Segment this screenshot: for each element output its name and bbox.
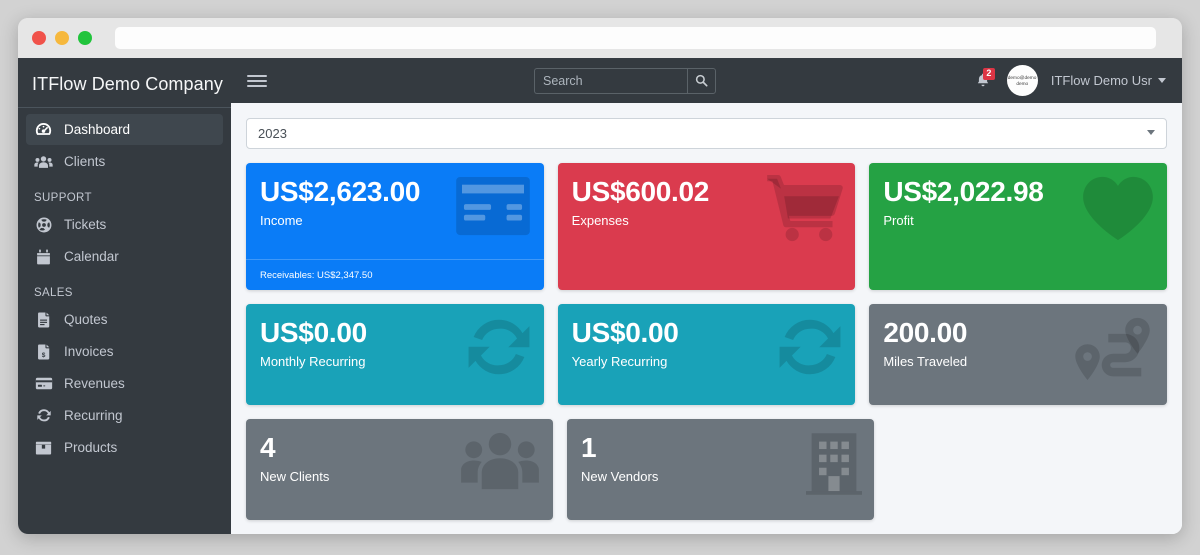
stat-card-label: Yearly Recurring [571,354,668,369]
avatar[interactable]: demo@demo demo [1006,65,1038,96]
stat-card-label: Expenses [571,213,629,228]
avatar-line-1: demo@demo [1008,74,1037,81]
tachometer-icon [34,121,53,138]
sidebar-item-label: Tickets [64,217,107,232]
sidebar-item-label: Quotes [64,312,108,327]
year-filter-select[interactable]: 202320222021 [246,118,1167,149]
box-icon [34,439,53,456]
sidebar-item-tickets[interactable]: Tickets [26,209,223,240]
sidebar-item-quotes[interactable]: Quotes [26,304,223,335]
stat-card-expenses[interactable]: US$600.02 Expenses [557,163,856,290]
sidebar-nav-list: Dashboard Clients SUPPORT Tickets Calendar SA… [18,108,231,463]
stat-card-label: Profit [883,213,914,228]
sidebar-item-calendar[interactable]: Calendar [26,241,223,272]
dashboard-panel: 202320222021 US$2,623.00 Income Receivable… [231,103,1182,534]
stat-card-label: New Vendors [581,469,659,484]
stat-card-value: 1 [581,432,597,463]
content-area: 2 demo@demo demo ITFlow Demo Usr 2023202… [231,58,1182,534]
window-minimize-button[interactable] [55,31,69,45]
sidebar-item-label: Products [64,440,118,455]
sidebar-section-header: SUPPORT [34,192,92,204]
search-group [534,67,716,94]
stat-cards-container: US$2,623.00 Income Receivables: US$2,347.5… [246,163,1168,520]
user-menu[interactable]: ITFlow Demo Usr [1051,73,1166,88]
stat-card-yearly-recurring[interactable]: US$0.00 Yearly Recurring [557,304,856,405]
stat-card-label: Monthly Recurring [260,354,366,369]
stat-card-new-clients[interactable]: 4 New Clients [246,419,553,520]
life-ring-icon [34,216,53,233]
stat-card-divider [246,259,544,260]
sidebar-item-label: Dashboard [64,122,131,137]
credit-card-icon [34,375,53,392]
stat-card-row: 4 New Clients 1 New Vendors [246,419,1167,520]
stat-card-label: Miles Traveled [883,354,968,369]
stat-card-value: 4 [260,432,276,463]
svg-text:$: $ [41,351,45,358]
stat-card-value: US$2,623.00 [260,176,421,207]
sidebar-item-label: Recurring [64,408,123,423]
stat-card-value: US$0.00 [571,317,679,348]
stat-card-value: US$0.00 [260,317,367,348]
topbar: 2 demo@demo demo ITFlow Demo Usr [231,58,1182,103]
sidebar-item-revenues[interactable]: Revenues [26,368,223,399]
address-bar[interactable] [115,27,1156,49]
sidebar-item-invoices[interactable]: $ Invoices [26,336,223,367]
calendar-icon [34,248,53,265]
search-icon[interactable] [687,67,716,94]
user-menu-label: ITFlow Demo Usr [1050,73,1152,88]
stat-card-income[interactable]: US$2,623.00 Income Receivables: US$2,347.5… [246,163,544,290]
sidebar-section-header: SALES [34,287,73,299]
stat-card-row: US$2,623.00 Income Receivables: US$2,347.5… [246,163,1168,290]
sidebar-item-clients[interactable]: Clients [26,146,223,177]
stat-card-label: New Clients [260,469,330,484]
year-filter-wrap: 202320222021 [246,118,1167,149]
stat-card-profit[interactable]: US$2,022.98 Profit [869,163,1168,290]
browser-window: ITFlow Demo Company Dashboard Clients SUPP… [18,18,1182,534]
avatar-line-2: demo [1016,80,1029,87]
sidebar: ITFlow Demo Company Dashboard Clients SUPP… [18,58,231,534]
stat-card-label: Income [260,213,303,228]
sync-icon [34,407,53,424]
sidebar-item-label: Revenues [64,376,125,391]
file-invoice-dollar-icon: $ [34,343,53,360]
file-invoice-icon [34,311,53,328]
stat-card-miles-traveled[interactable]: 200.00 Miles Traveled [869,304,1168,405]
stat-card-new-vendors[interactable]: 1 New Vendors [567,419,874,520]
sidebar-item-products[interactable]: Products [26,432,223,463]
notification-badge: 2 [982,67,995,80]
sidebar-item-recurring[interactable]: Recurring [26,400,223,431]
users-icon [34,153,53,170]
window-maximize-button[interactable] [78,31,92,45]
window-close-button[interactable] [32,31,46,45]
stat-card-value: US$2,022.98 [883,176,1044,207]
stat-card-value: US$600.02 [571,176,710,207]
search-input[interactable] [534,67,687,94]
stat-card-row: US$0.00 Monthly Recurring US$0.00 Yearly Re… [246,304,1168,405]
hamburger-icon[interactable] [245,69,269,93]
bell-icon[interactable]: 2 [972,67,995,92]
browser-titlebar [18,18,1182,58]
sidebar-item-label: Clients [64,154,106,169]
stat-card-subtext: Receivables: US$2,347.50 [260,270,373,281]
grid-spacer [888,419,1167,520]
caret-down-icon [1158,78,1166,83]
sidebar-item-label: Invoices [64,344,114,359]
stat-card-monthly-recurring[interactable]: US$0.00 Monthly Recurring [246,304,544,405]
app-frame: ITFlow Demo Company Dashboard Clients SUPP… [18,58,1182,534]
sidebar-item-dashboard[interactable]: Dashboard [26,114,223,145]
brand-title[interactable]: ITFlow Demo Company [18,60,231,108]
sidebar-item-label: Calendar [64,249,119,264]
stat-card-value: 200.00 [883,317,968,348]
topbar-right-group: 2 demo@demo demo ITFlow Demo Usr [972,65,1166,96]
